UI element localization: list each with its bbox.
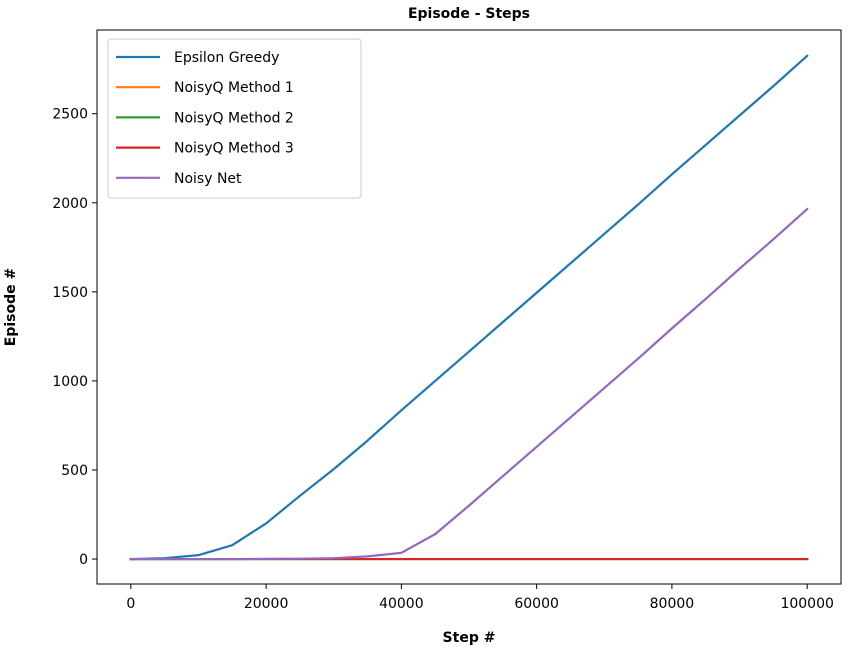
plot-area — [129, 54, 809, 561]
y-tick-label: 500 — [61, 463, 88, 479]
y-tick-label: 0 — [79, 552, 88, 568]
legend: Epsilon Greedy NoisyQ Method 1 NoisyQ Meth… — [107, 38, 362, 199]
y-tick-label: 1000 — [52, 374, 88, 390]
x-tick-label: 100000 — [780, 596, 833, 612]
legend-label: NoisyQ Method 1 — [174, 80, 294, 96]
x-tick-label: 20000 — [244, 596, 289, 612]
x-axis: 0 20000 40000 60000 80000 100000 — [126, 584, 834, 612]
x-tick-label: 80000 — [650, 596, 695, 612]
x-tick-label: 40000 — [379, 596, 424, 612]
chart-title: Episode - Steps — [408, 6, 530, 22]
y-tick-label: 1500 — [52, 285, 88, 301]
y-axis: 0 500 1000 1500 2000 2500 — [52, 107, 97, 568]
legend-label: NoisyQ Method 2 — [174, 110, 294, 126]
x-tick-label: 60000 — [514, 596, 559, 612]
x-axis-label: Step # — [443, 630, 496, 646]
series-line-5 — [129, 207, 809, 561]
legend-label: Noisy Net — [174, 171, 242, 187]
series-line-1 — [129, 54, 809, 561]
y-tick-label: 2500 — [52, 107, 88, 123]
plot-frame — [96, 29, 842, 585]
y-tick-label: 2000 — [52, 196, 88, 212]
legend-label: Epsilon Greedy — [174, 50, 279, 66]
legend-label: NoisyQ Method 3 — [174, 141, 294, 157]
x-tick-label: 0 — [126, 596, 135, 612]
legend-box — [107, 38, 362, 199]
y-axis-label: Episode # — [3, 268, 19, 346]
